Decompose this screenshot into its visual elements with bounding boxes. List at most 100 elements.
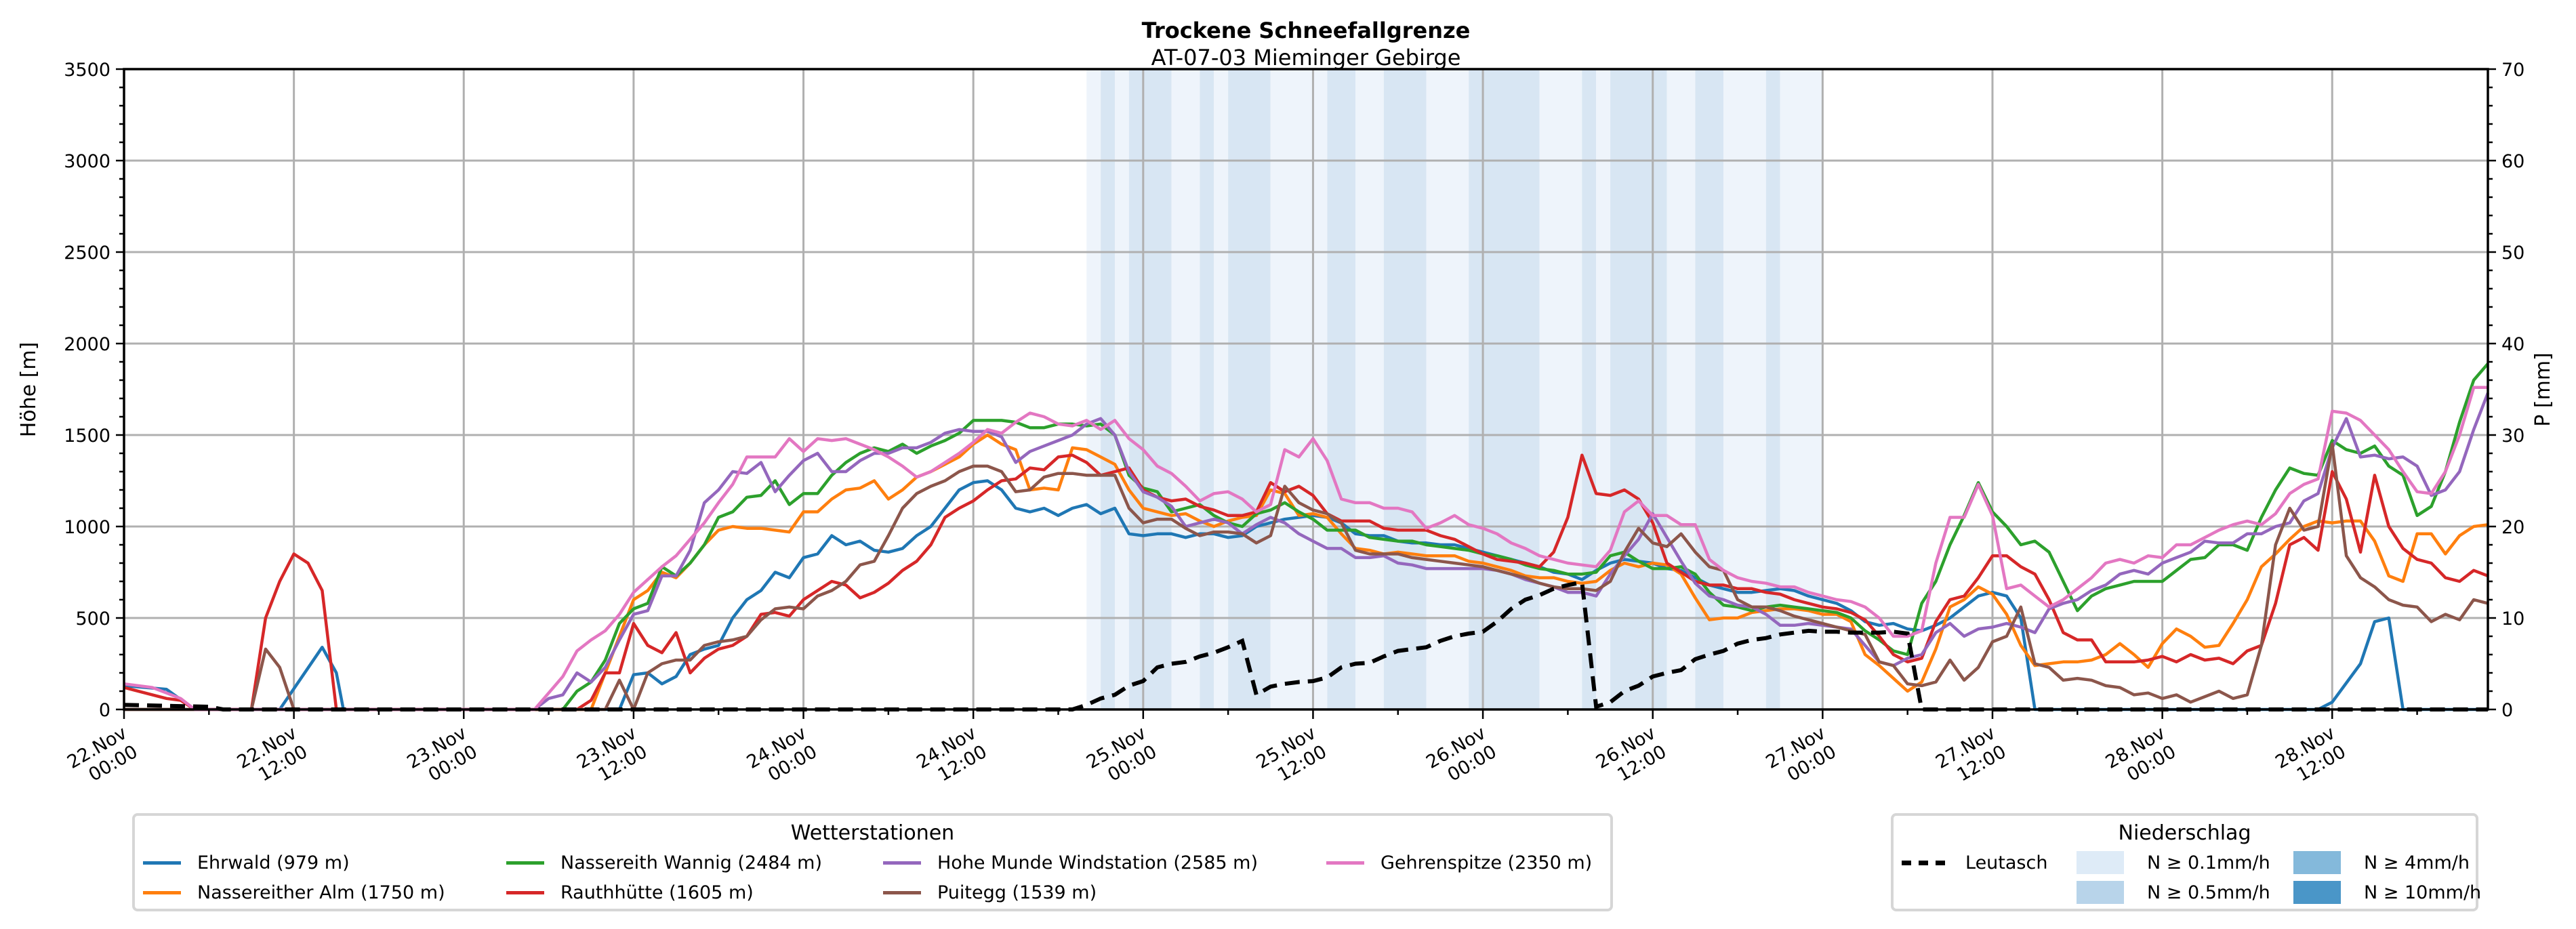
precip-band bbox=[1667, 69, 1696, 709]
y-tick-label: 0 bbox=[99, 700, 110, 721]
legend-entry-band: N ≥ 0.1mm/h bbox=[2077, 851, 2270, 874]
y-tick-label: 2500 bbox=[64, 243, 110, 264]
plot-frame bbox=[123, 68, 2489, 711]
legend-swatch bbox=[143, 891, 181, 894]
legend-entry-leutasch: Leutasch bbox=[1902, 852, 2047, 873]
y2-tick-label: 10 bbox=[2501, 608, 2524, 629]
legend-label: Nassereither Alm (1750 m) bbox=[197, 882, 445, 903]
legend-label: Ehrwald (979 m) bbox=[197, 852, 350, 873]
legend-label: N ≥ 4mm/h bbox=[2364, 852, 2470, 873]
legend-entry: Ehrwald (979 m) bbox=[143, 852, 350, 873]
y2-axis-label: P [mm] bbox=[2531, 352, 2555, 426]
series-line bbox=[124, 442, 2489, 711]
grid-lines bbox=[123, 68, 2488, 711]
precip-band bbox=[1723, 69, 1766, 709]
precip-band bbox=[1383, 69, 1427, 709]
legend-swatch bbox=[1326, 861, 1364, 865]
legend-swatch bbox=[143, 861, 181, 865]
legend-swatch bbox=[2293, 881, 2341, 904]
legend-entry-band: N ≥ 0.5mm/h bbox=[2077, 881, 2270, 904]
y2-tick-label: 40 bbox=[2501, 334, 2524, 355]
precip-band bbox=[1539, 69, 1582, 709]
precip-band bbox=[1086, 69, 1101, 709]
precip-band bbox=[1596, 69, 1611, 709]
legend-entry-band: N ≥ 4mm/h bbox=[2293, 851, 2470, 874]
y-tick-label: 3500 bbox=[64, 60, 110, 81]
precip-band bbox=[1115, 69, 1129, 709]
precip-band bbox=[1695, 69, 1724, 709]
legend-swatch bbox=[2077, 881, 2124, 904]
legend-entry-band: N ≥ 10mm/h bbox=[2293, 881, 2481, 904]
legend-stations: Wetterstationen Ehrwald (979 m) Nasserei… bbox=[132, 813, 1613, 911]
precip-band bbox=[1610, 69, 1667, 709]
precip-bands bbox=[1086, 69, 1823, 709]
precip-band bbox=[1469, 69, 1540, 709]
series-line bbox=[124, 433, 2489, 711]
legend-precip: Niederschlag Leutasch N ≥ 0.1mm/h N ≥ 0.… bbox=[1891, 813, 2481, 911]
legend-swatch bbox=[883, 861, 921, 865]
y-tick-label: 1500 bbox=[64, 426, 110, 447]
y-tick-label: 1000 bbox=[64, 517, 110, 538]
precip-band bbox=[1355, 69, 1384, 709]
legend-label: N ≥ 0.1mm/h bbox=[2147, 852, 2270, 873]
legend-label: Hohe Munde Windstation (2585 m) bbox=[937, 852, 1259, 873]
precip-band bbox=[1270, 69, 1328, 709]
series-line bbox=[123, 453, 2489, 711]
y-tick-label: 2000 bbox=[64, 334, 110, 355]
precip-band bbox=[1426, 69, 1469, 709]
legend-swatch bbox=[1902, 861, 1945, 865]
legend-label: Puitegg (1539 m) bbox=[937, 882, 1097, 903]
legend-label: Leutasch bbox=[1965, 852, 2048, 873]
chart-title: Trockene Schneefallgrenze bbox=[1142, 18, 1471, 43]
precip-band bbox=[1582, 69, 1597, 709]
series-lines bbox=[123, 363, 2490, 711]
legend-entry: Gehrenspitze (2350 m) bbox=[1326, 852, 1592, 873]
legend-swatch bbox=[883, 891, 921, 894]
y2-tick-label: 50 bbox=[2501, 243, 2524, 264]
y2-tick-label: 60 bbox=[2501, 151, 2524, 172]
chart-subtitle: AT-07-03 Mieminger Gebirge bbox=[1151, 45, 1461, 70]
legend-swatch bbox=[506, 861, 544, 865]
legend-label: N ≥ 10mm/h bbox=[2364, 882, 2482, 903]
legend-label: N ≥ 0.5mm/h bbox=[2147, 882, 2270, 903]
y2-tick-label: 20 bbox=[2501, 517, 2524, 538]
legend-entry: Nassereith Wannig (2484 m) bbox=[506, 852, 822, 873]
y2-tick-label: 70 bbox=[2501, 60, 2524, 81]
y-tick-label: 3000 bbox=[64, 151, 110, 172]
precip-band bbox=[1228, 69, 1271, 709]
legend-entry: Nassereither Alm (1750 m) bbox=[143, 882, 445, 903]
legend-precip-title: Niederschlag bbox=[2118, 821, 2251, 845]
y-axis-label: Höhe [m] bbox=[17, 342, 41, 438]
legend-entry: Puitegg (1539 m) bbox=[883, 882, 1097, 903]
precip-band bbox=[1765, 69, 1780, 709]
precip-band bbox=[1128, 69, 1172, 709]
precip-band bbox=[1200, 69, 1214, 709]
legend-stations-title: Wetterstationen bbox=[790, 821, 955, 845]
legend-label: Gehrenspitze (2350 m) bbox=[1381, 852, 1593, 873]
legend-swatch bbox=[2077, 851, 2124, 874]
precip-band bbox=[1171, 69, 1200, 709]
legend-label: Nassereith Wannig (2484 m) bbox=[560, 852, 823, 873]
legend-swatch bbox=[506, 891, 544, 894]
precip-band bbox=[1101, 69, 1116, 709]
series-line bbox=[123, 386, 2488, 711]
y2-tick-label: 30 bbox=[2501, 426, 2524, 447]
legend-entry: Rauthhütte (1605 m) bbox=[506, 882, 754, 903]
precip-band bbox=[1214, 69, 1229, 709]
precip-band bbox=[1327, 69, 1356, 709]
